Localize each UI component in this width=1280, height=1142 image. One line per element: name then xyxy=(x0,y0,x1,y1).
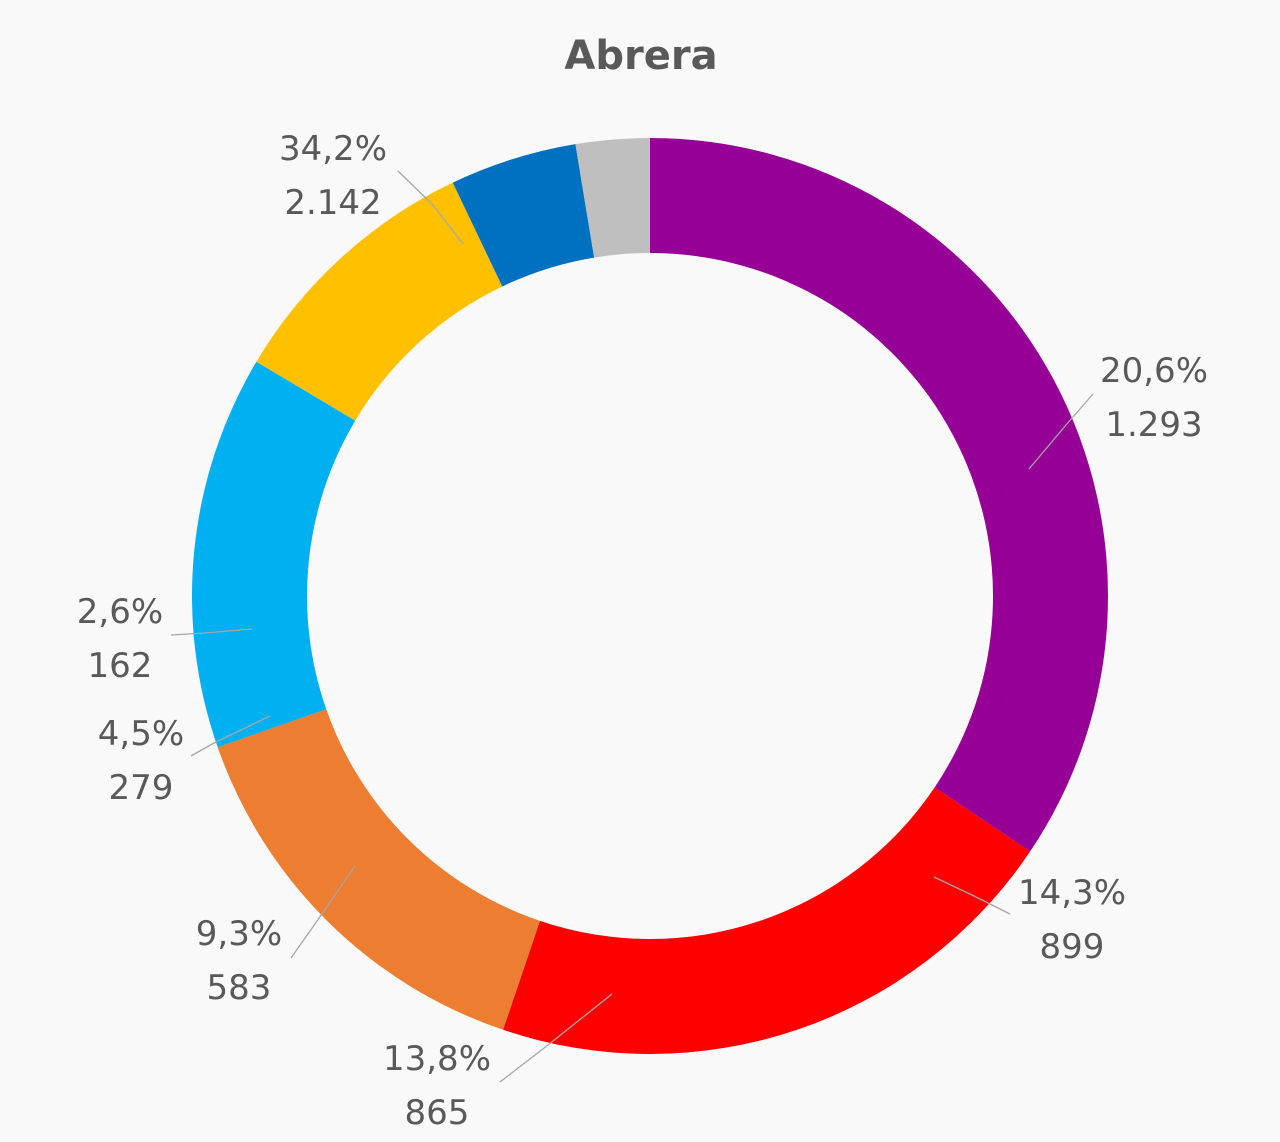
leader-line xyxy=(290,865,356,959)
slice-percent-label: 2,6% xyxy=(77,592,163,632)
leader-line xyxy=(170,628,253,636)
slice-percent-label: 34,2% xyxy=(279,129,387,169)
leader-line xyxy=(397,170,464,245)
leader-line xyxy=(933,876,1011,915)
slice-percent-label: 4,5% xyxy=(98,714,184,754)
donut-slice xyxy=(452,144,595,287)
slice-percent-label: 20,6% xyxy=(1100,351,1208,391)
slice-percent-label: 13,8% xyxy=(383,1039,491,1079)
donut-slice xyxy=(256,182,503,421)
leader-line xyxy=(190,715,271,757)
slice-value-label: 865 xyxy=(405,1093,470,1133)
donut-slice xyxy=(575,138,650,258)
slice-value-label: 162 xyxy=(88,646,153,686)
slice-value-label: 583 xyxy=(207,968,272,1008)
leader-line xyxy=(499,993,613,1083)
donut-slice xyxy=(217,709,540,1030)
donut-slices xyxy=(192,138,1108,1054)
slice-value-label: 899 xyxy=(1040,927,1105,967)
leader-line xyxy=(1028,393,1094,470)
chart-title: Abrera xyxy=(564,33,717,79)
slice-percent-label: 9,3% xyxy=(196,914,282,954)
slice-value-label: 1.293 xyxy=(1105,405,1202,445)
slice-labels: 34,2% 2.142 20,6% 1.293 14,3% 899 13,8% 865 9,3%… xyxy=(77,129,1208,1133)
slice-value-label: 279 xyxy=(109,768,174,808)
leader-lines xyxy=(170,170,1094,1083)
slice-percent-label: 14,3% xyxy=(1018,873,1126,913)
donut-slice xyxy=(192,361,356,748)
donut-slice xyxy=(503,787,1031,1054)
slice-value-label: 2.142 xyxy=(284,183,381,223)
donut-slice xyxy=(650,138,1108,852)
